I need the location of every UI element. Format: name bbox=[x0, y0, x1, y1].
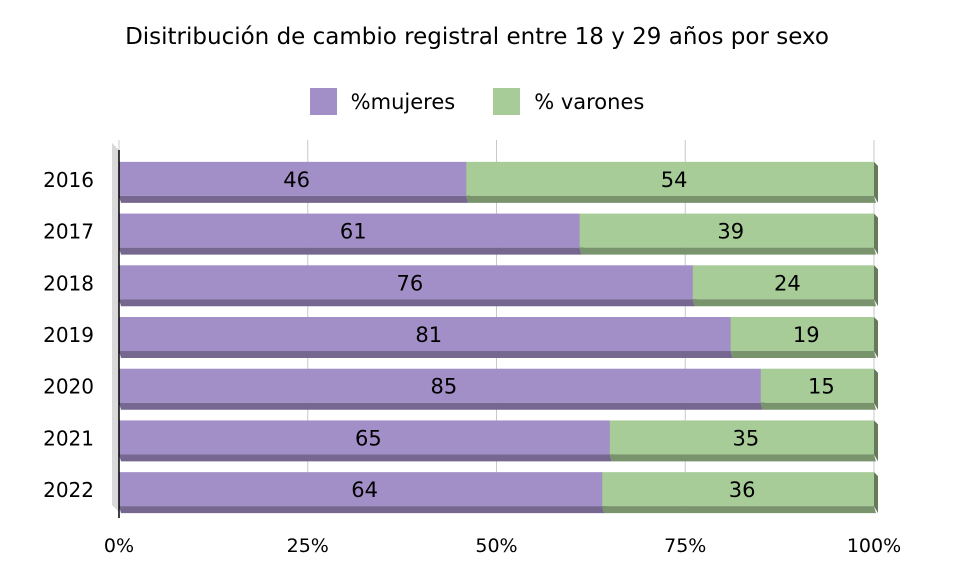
plot-side-wall bbox=[112, 143, 119, 512]
bar-segment bbox=[579, 213, 874, 248]
bar-end-face bbox=[874, 161, 878, 203]
bar-bottom-face bbox=[760, 402, 876, 410]
data-label: 65 bbox=[355, 426, 382, 450]
legend-swatch-mujeres bbox=[309, 88, 337, 115]
y-category-label: 2019 bbox=[43, 323, 94, 347]
bar-end-face bbox=[874, 317, 878, 358]
bar-segment bbox=[119, 420, 610, 455]
bar-bottom-face bbox=[119, 454, 612, 462]
legend-label-varones: % varones bbox=[534, 89, 645, 114]
data-label: 19 bbox=[793, 323, 820, 347]
bar-bottom-face bbox=[119, 506, 605, 514]
data-label: 15 bbox=[808, 375, 835, 399]
data-label: 24 bbox=[774, 271, 801, 295]
bar-bottom-face bbox=[692, 299, 876, 307]
bar-segment bbox=[119, 472, 603, 507]
data-label: 81 bbox=[415, 323, 442, 347]
data-label: 46 bbox=[283, 168, 310, 192]
x-tick-label: 25% bbox=[287, 535, 329, 557]
bar-segment bbox=[730, 317, 874, 351]
y-category-label: 2021 bbox=[43, 426, 94, 450]
bar-segment bbox=[119, 161, 467, 196]
y-category-label: 2016 bbox=[43, 168, 94, 192]
bar-bottom-face bbox=[466, 195, 876, 203]
data-label: 39 bbox=[717, 220, 744, 244]
data-label: 35 bbox=[733, 426, 760, 450]
bar-end-face bbox=[874, 213, 878, 255]
bar-end-face bbox=[874, 472, 878, 514]
chart-title: Disitribución de cambio registral entre … bbox=[125, 24, 829, 50]
bar-segment bbox=[602, 472, 874, 507]
data-label: 61 bbox=[340, 220, 367, 244]
x-tick-label: 50% bbox=[475, 535, 517, 557]
data-label: 76 bbox=[397, 271, 424, 295]
legend-item-varones: % varones bbox=[493, 88, 644, 115]
x-tick-label: 75% bbox=[664, 535, 706, 557]
bar-segment bbox=[119, 368, 761, 403]
data-label: 64 bbox=[351, 478, 378, 502]
bar-bottom-face bbox=[119, 402, 763, 410]
x-tick-label: 100% bbox=[847, 535, 901, 557]
bar-segment bbox=[609, 420, 874, 455]
y-category-label: 2020 bbox=[43, 375, 94, 399]
x-tick-label: 0% bbox=[104, 535, 134, 557]
legend-label-mujeres: %mujeres bbox=[350, 89, 456, 114]
chart-legend: %mujeres % varones bbox=[0, 88, 954, 115]
bar-bottom-face bbox=[119, 247, 582, 255]
bar-bottom-face bbox=[730, 351, 876, 358]
bar-segment bbox=[119, 317, 731, 351]
data-label: 85 bbox=[431, 375, 458, 399]
bar-bottom-face bbox=[609, 454, 876, 462]
bar-bottom-face bbox=[119, 195, 469, 203]
bar-bottom-face bbox=[602, 506, 876, 514]
data-label: 36 bbox=[729, 478, 756, 502]
bar-end-face bbox=[874, 368, 878, 410]
legend-swatch-varones bbox=[493, 88, 521, 115]
y-category-label: 2017 bbox=[43, 220, 94, 244]
data-label: 54 bbox=[661, 168, 688, 192]
bar-segment bbox=[119, 265, 693, 300]
bar-end-face bbox=[874, 265, 878, 307]
bar-segment bbox=[119, 213, 580, 248]
legend-item-mujeres: %mujeres bbox=[309, 88, 456, 115]
y-category-label: 2022 bbox=[43, 478, 94, 502]
bar-segment bbox=[466, 161, 874, 196]
y-category-label: 2018 bbox=[43, 271, 94, 295]
bar-bottom-face bbox=[119, 351, 733, 358]
bar-bottom-face bbox=[119, 299, 695, 307]
bar-segment bbox=[692, 265, 874, 300]
bar-end-face bbox=[874, 420, 878, 462]
bar-bottom-face bbox=[579, 247, 876, 255]
bar-segment bbox=[760, 368, 874, 403]
